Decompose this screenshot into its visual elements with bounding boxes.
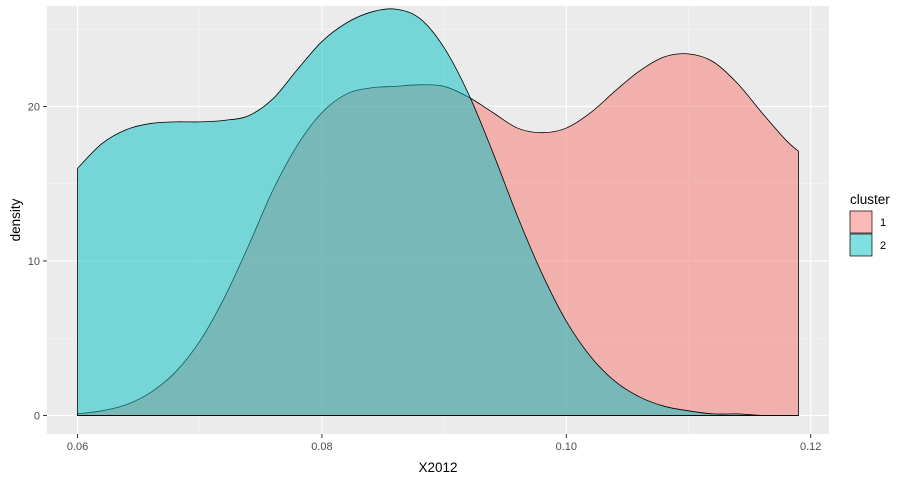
y-axis-title: density — [8, 198, 23, 241]
y-tick-label: 20 — [28, 101, 40, 113]
x-axis-title: X2012 — [418, 460, 457, 475]
legend-key-cluster-1 — [849, 210, 873, 234]
legend-label-cluster-2: 2 — [880, 240, 886, 252]
x-tick-label: 0.12 — [800, 441, 821, 453]
legend-title: cluster — [850, 192, 890, 207]
legend-label-cluster-1: 1 — [880, 217, 886, 229]
legend: cluster 1 2 — [849, 192, 890, 257]
x-tick-label: 0.10 — [556, 441, 577, 453]
axis-layer: 0.06 0.08 0.10 0.12 0 10 20 — [28, 101, 822, 453]
legend-key-cluster-2 — [849, 233, 873, 257]
y-tick-label: 10 — [28, 256, 40, 268]
series-layer — [77, 8, 799, 416]
y-tick-label: 0 — [34, 410, 40, 422]
density-area-cluster-2 — [77, 8, 799, 416]
x-tick-label: 0.08 — [311, 441, 332, 453]
x-tick-label: 0.06 — [67, 441, 88, 453]
